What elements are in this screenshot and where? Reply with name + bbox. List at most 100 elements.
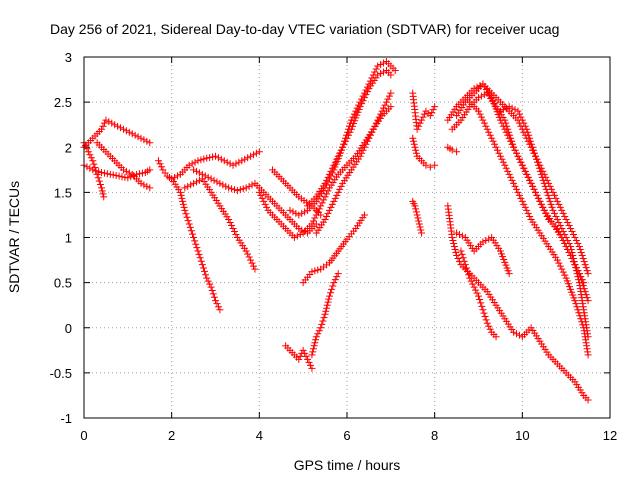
data-point	[185, 220, 193, 228]
data-point	[317, 324, 325, 332]
data-point	[520, 119, 528, 127]
data-point	[334, 270, 342, 278]
data-point	[571, 261, 579, 269]
x-tick-label: 10	[515, 428, 529, 443]
data-point	[569, 230, 577, 238]
data-point	[320, 314, 328, 322]
data-point	[334, 188, 342, 196]
data-point	[387, 103, 395, 111]
data-point	[565, 240, 573, 248]
data-point	[204, 173, 212, 181]
data-point	[541, 182, 549, 190]
data-point	[538, 173, 546, 181]
data-point	[186, 223, 194, 231]
data-point	[561, 212, 569, 220]
data-point	[579, 255, 587, 263]
data-point	[230, 186, 238, 194]
data-point	[558, 265, 566, 273]
data-point	[314, 208, 322, 216]
data-point	[226, 218, 234, 226]
data-point	[415, 122, 423, 130]
data-point	[122, 167, 130, 175]
data-point	[312, 336, 320, 344]
data-point	[531, 149, 539, 157]
data-point	[226, 160, 234, 168]
data-point	[204, 277, 212, 285]
data-point	[225, 184, 233, 192]
data-point	[555, 259, 563, 267]
data-point	[308, 268, 316, 276]
data-point	[248, 181, 256, 189]
data-point	[549, 188, 557, 196]
data-point	[229, 161, 237, 169]
data-point	[416, 119, 424, 127]
data-point	[245, 182, 253, 190]
data-point	[552, 212, 560, 220]
data-point	[192, 240, 200, 248]
x-tick-label: 12	[603, 428, 617, 443]
data-point	[505, 103, 513, 111]
data-point	[374, 62, 382, 70]
data-point	[195, 169, 203, 177]
data-point	[458, 250, 466, 258]
data-point	[86, 151, 94, 159]
data-point	[143, 182, 151, 190]
data-point	[363, 137, 371, 145]
data-point	[517, 194, 525, 202]
data-point	[228, 185, 236, 193]
data-point	[207, 283, 215, 291]
data-point	[209, 290, 217, 298]
data-point	[486, 131, 494, 139]
y-tick-label: -1	[60, 411, 72, 426]
data-point	[315, 205, 323, 213]
data-point	[89, 157, 97, 165]
data-point	[524, 128, 532, 136]
data-point	[450, 243, 458, 251]
data-point	[184, 217, 192, 225]
data-point	[257, 191, 265, 199]
data-point	[545, 194, 553, 202]
data-point	[217, 155, 225, 163]
data-point	[289, 208, 297, 216]
data-point	[525, 131, 533, 139]
data-point	[343, 134, 351, 142]
data-point	[193, 167, 201, 175]
data-point	[507, 173, 515, 181]
data-point	[449, 237, 457, 245]
data-point	[572, 237, 580, 245]
data-point	[518, 161, 526, 169]
data-point	[344, 131, 352, 139]
data-point	[489, 137, 497, 145]
data-point	[475, 107, 482, 115]
data-point	[306, 361, 314, 369]
data-point	[190, 166, 198, 174]
data-point	[331, 158, 339, 166]
y-axis-label: SDTVAR / TECUs	[6, 181, 22, 293]
data-point	[380, 104, 388, 112]
data-point	[559, 227, 567, 235]
data-point	[372, 119, 380, 127]
series-track-29	[444, 143, 461, 156]
data-point	[181, 184, 189, 192]
data-point	[544, 191, 552, 199]
data-point	[114, 122, 122, 130]
data-point	[128, 130, 136, 138]
data-point	[83, 163, 91, 171]
data-point	[418, 116, 426, 124]
data-point	[293, 232, 301, 240]
data-point	[320, 196, 328, 204]
data-point	[517, 158, 525, 166]
data-point	[521, 122, 529, 130]
data-point	[530, 185, 538, 193]
data-point	[493, 146, 501, 154]
data-point	[328, 200, 336, 208]
axis-ticks: 0 2 4 6 8 10 12 -1 -0.5 0 0.5 1 1.5 2 2.5 3	[50, 50, 618, 443]
data-point	[311, 267, 319, 275]
data-point	[334, 152, 342, 160]
data-point	[411, 143, 419, 151]
data-point	[333, 155, 341, 163]
data-point	[573, 303, 581, 311]
data-point	[325, 295, 333, 303]
data-point	[412, 208, 420, 216]
data-point	[476, 296, 484, 304]
